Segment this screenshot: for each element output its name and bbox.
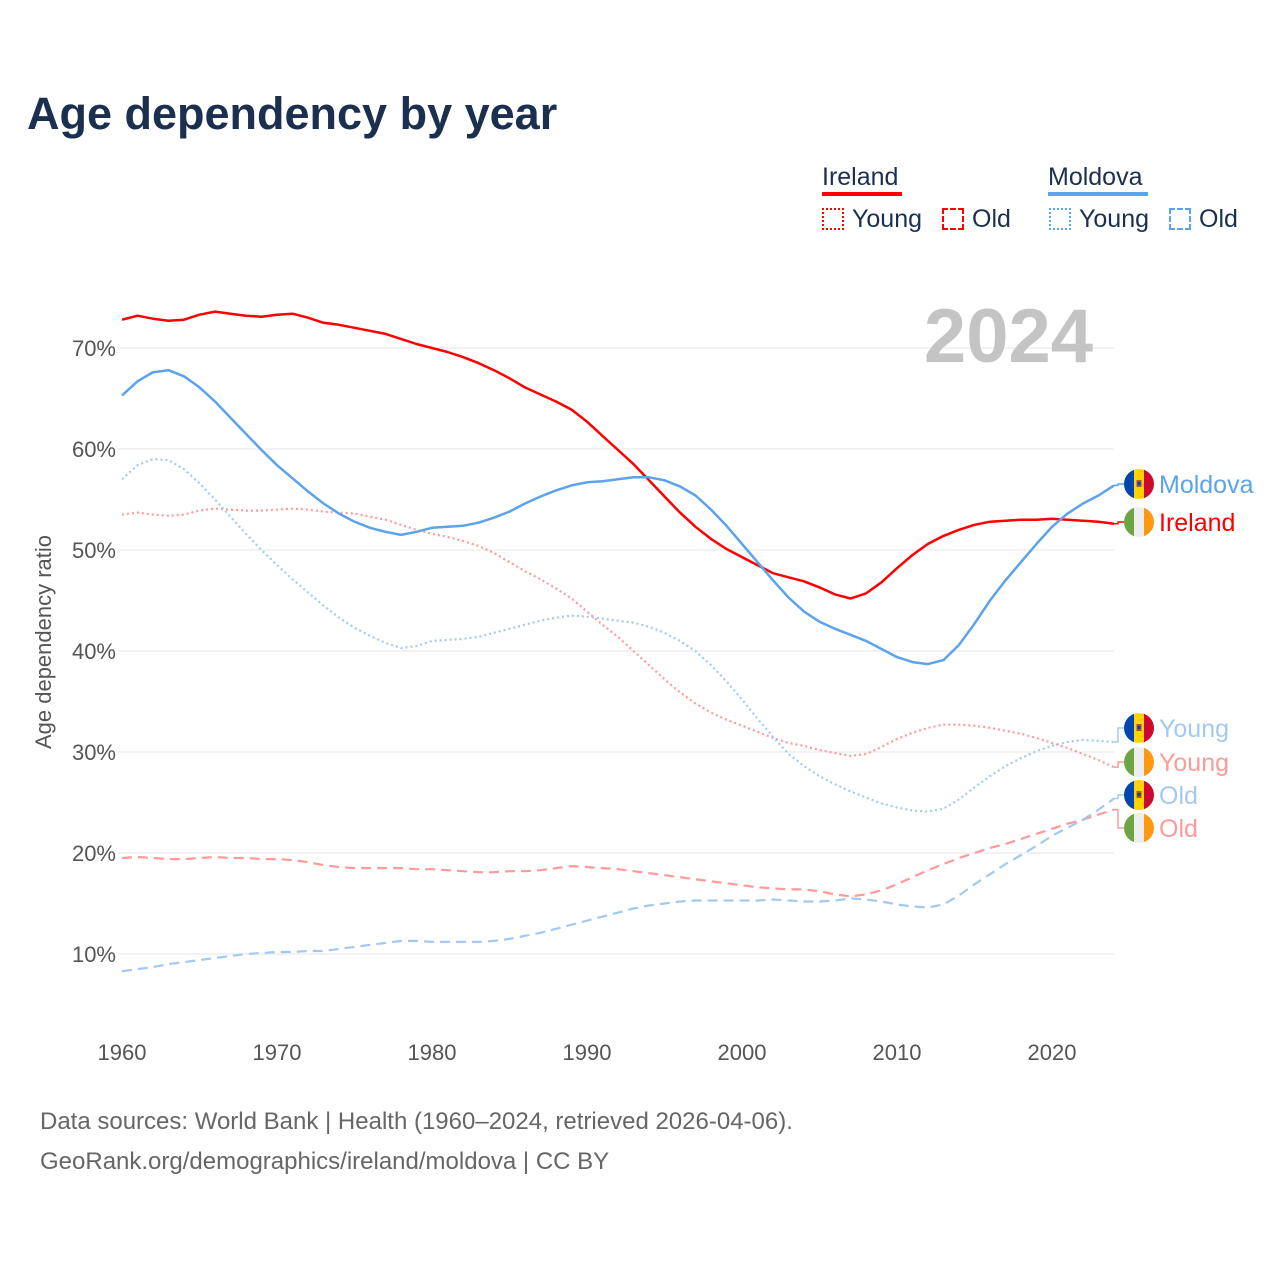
series-line-moldova-young — [121, 458, 1115, 813]
ireland-flag-icon — [1124, 747, 1154, 777]
ireland-flag-icon — [1124, 507, 1154, 537]
legend-moldova-young-label: Young — [1079, 205, 1149, 233]
footer-link[interactable]: GeoRank.org/demographics/ireland/moldova… — [40, 1148, 610, 1175]
y-tick-label: 50% — [72, 538, 116, 563]
series-line-moldova — [121, 368, 1115, 666]
year-watermark: 2024 — [924, 294, 1093, 379]
label-connector — [1114, 761, 1124, 768]
label-connector — [1114, 808, 1124, 829]
x-tick-label: 1980 — [408, 1040, 457, 1065]
footer-sources: Data sources: World Bank | Health (1960–… — [40, 1108, 793, 1135]
label-connector — [1114, 727, 1124, 743]
end-label-ireland: Ireland — [1159, 509, 1235, 537]
x-tick-label: 2010 — [873, 1040, 922, 1065]
legend-ireland-old-label: Old — [972, 205, 1011, 233]
x-tick-label: 1990 — [563, 1040, 612, 1065]
legend-ireland-line — [822, 192, 902, 196]
legend-moldova-young-swatch — [1049, 208, 1071, 230]
end-label-moldova: Moldova — [1159, 471, 1254, 499]
x-tick-label: 1960 — [98, 1040, 147, 1065]
label-connector — [1114, 794, 1124, 800]
moldova-flag-icon — [1124, 469, 1154, 499]
series-line-ireland — [121, 310, 1115, 600]
end-label-moldova-young: Young — [1159, 715, 1229, 743]
end-label-moldova-old: Old — [1159, 782, 1198, 810]
y-tick-label: 70% — [72, 336, 116, 361]
legend-ireland-young-label: Young — [852, 205, 922, 233]
label-connector — [1114, 521, 1124, 525]
legend-ireland-young-swatch — [822, 208, 844, 230]
y-tick-label: 10% — [72, 942, 116, 967]
series-line-ireland-young — [121, 507, 1115, 769]
moldova-flag-icon — [1124, 780, 1154, 810]
ireland-flag-icon — [1124, 813, 1154, 843]
legend-moldova-old-label: Old — [1199, 205, 1238, 233]
series-line-moldova-old — [121, 797, 1115, 973]
legend-ireland-label: Ireland — [822, 163, 899, 191]
x-tick-label: 2000 — [718, 1040, 767, 1065]
y-tick-label: 40% — [72, 639, 116, 664]
y-tick-label: 60% — [72, 437, 116, 462]
end-label-ireland-old: Old — [1159, 815, 1198, 843]
moldova-flag-icon — [1124, 713, 1154, 743]
legend-ireland-old-swatch — [942, 208, 964, 230]
end-label-ireland-young: Young — [1159, 749, 1229, 777]
legend-moldova-line — [1048, 192, 1148, 196]
label-connector — [1114, 483, 1124, 487]
chart-title: Age dependency by year — [27, 88, 558, 139]
x-tick-label: 1970 — [253, 1040, 302, 1065]
series-line-ireland-old — [121, 808, 1115, 898]
y-axis-label: Age dependency ratio — [31, 535, 56, 749]
y-tick-label: 30% — [72, 740, 116, 765]
x-tick-label: 2020 — [1028, 1040, 1077, 1065]
legend-moldova-label: Moldova — [1048, 163, 1143, 191]
legend-moldova-old-swatch — [1169, 208, 1191, 230]
y-tick-label: 20% — [72, 841, 116, 866]
